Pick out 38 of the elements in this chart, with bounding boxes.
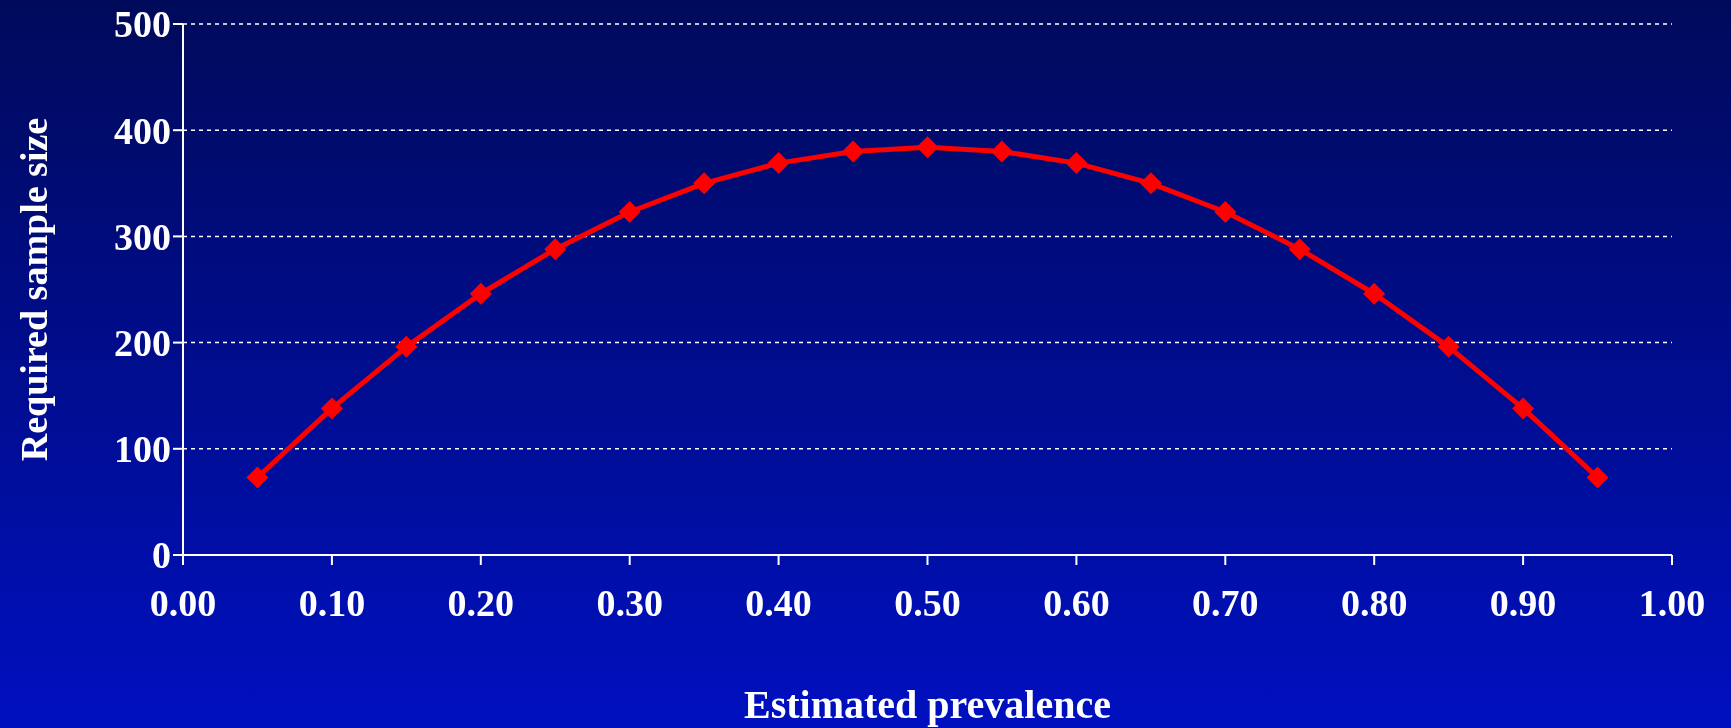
x-tick-label: 0.90 xyxy=(1489,581,1557,624)
point xyxy=(1437,335,1460,358)
point xyxy=(842,140,865,163)
point xyxy=(618,200,641,223)
y-tick-label: 300 xyxy=(114,215,171,258)
point xyxy=(395,335,418,358)
point xyxy=(320,397,343,420)
y-axis-title: Required sample size xyxy=(13,117,56,462)
x-tick-label: 0.00 xyxy=(149,581,217,624)
y-tick-label: 0 xyxy=(152,534,171,577)
y-tick-label: 400 xyxy=(114,109,171,152)
point xyxy=(1586,466,1609,489)
x-tick-label: 0.80 xyxy=(1340,581,1408,624)
point xyxy=(544,238,567,261)
x-tick-label: 0.70 xyxy=(1192,581,1259,624)
point xyxy=(1512,397,1535,420)
y-tick-label: 500 xyxy=(114,3,171,46)
y-tick-label: 100 xyxy=(114,428,171,471)
x-tick-label: 0.50 xyxy=(894,581,961,624)
y-tick-label: 200 xyxy=(114,322,171,365)
point xyxy=(246,466,269,489)
x-tick-label: 0.20 xyxy=(447,581,515,624)
x-tick-label: 0.30 xyxy=(596,581,663,624)
point xyxy=(767,152,790,175)
point xyxy=(1363,282,1386,305)
x-tick-label: 0.40 xyxy=(745,581,812,624)
x-axis-title: Estimated prevalence xyxy=(744,682,1111,727)
point xyxy=(1214,200,1237,223)
x-tick-label: 0.60 xyxy=(1043,581,1110,624)
point xyxy=(916,136,939,159)
x-tick-label: 0.10 xyxy=(298,581,366,624)
point xyxy=(1139,172,1162,195)
point xyxy=(990,140,1013,163)
point xyxy=(469,282,492,305)
point xyxy=(1288,238,1311,261)
point xyxy=(693,172,716,195)
point xyxy=(1065,152,1088,175)
x-tick-label: 1.00 xyxy=(1638,581,1706,624)
